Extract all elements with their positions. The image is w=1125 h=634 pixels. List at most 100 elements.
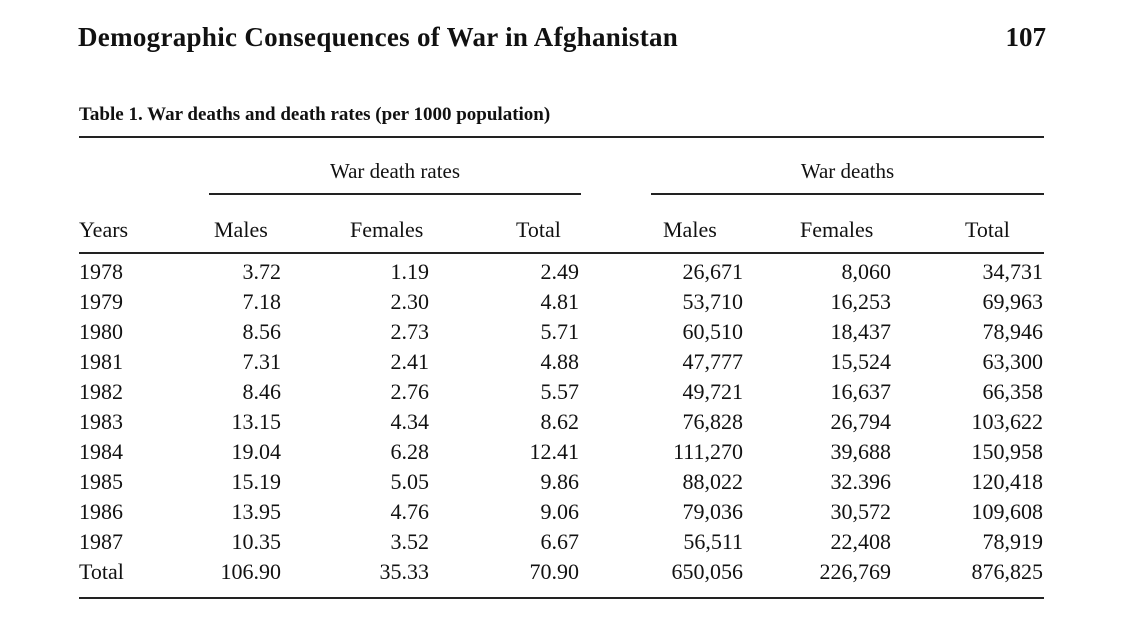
rate-total-cell: 8.62 [540, 409, 580, 434]
death-males-cell: 88,022 [682, 469, 744, 494]
year-cell: 1979 [79, 289, 123, 314]
year-cell: 1984 [79, 439, 123, 464]
table-top-rule [79, 136, 1044, 138]
rate-total-cell: 9.06 [540, 499, 580, 524]
rate-females-cell: 2.41 [390, 349, 430, 374]
rate-total-cell: 6.67 [540, 529, 580, 554]
rate-total-cell: 9.86 [540, 469, 580, 494]
death-total-cell: 34,731 [982, 259, 1044, 284]
rate-females-cell: 5.05 [390, 469, 430, 494]
page-number: 107 [1005, 22, 1047, 52]
death-males-cell: 47,777 [682, 349, 744, 374]
death-total-cell: 103,622 [971, 409, 1044, 434]
war-deaths-span-rule [651, 193, 1044, 195]
rate-total-cell: 12.41 [529, 439, 580, 464]
table-row: 1978 3.72 1.19 2.49 26,671 8,060 34,731 [0, 259, 1125, 289]
rate-total-cell: 5.57 [540, 379, 580, 404]
rate-males-cell: 3.72 [242, 259, 282, 284]
column-header-years: Years [79, 217, 129, 242]
rate-males-cell: 8.46 [242, 379, 282, 404]
table-row: 1984 19.04 6.28 12.41 111,270 39,688 150,958 [0, 439, 1125, 469]
rate-males-cell: 106.90 [220, 559, 282, 584]
death-rates-span-rule [209, 193, 581, 195]
death-females-cell: 30,572 [830, 499, 892, 524]
rate-males-cell: 13.15 [231, 409, 282, 434]
year-cell: 1981 [79, 349, 123, 374]
rate-males-cell: 19.04 [231, 439, 282, 464]
year-cell: 1982 [79, 379, 123, 404]
rate-females-cell: 3.52 [390, 529, 430, 554]
table-row: 1981 7.31 2.41 4.88 47,777 15,524 63,300 [0, 349, 1125, 379]
death-males-cell: 49,721 [682, 379, 744, 404]
column-header-rate-total: Total [516, 217, 561, 242]
column-header-death-females: Females [800, 217, 874, 242]
death-males-cell: 53,710 [682, 289, 744, 314]
death-females-cell: 39,688 [830, 439, 892, 464]
death-males-cell: 650,056 [671, 559, 744, 584]
rate-females-cell: 2.30 [390, 289, 430, 314]
rate-females-cell: 4.34 [390, 409, 430, 434]
column-header-death-males: Males [663, 217, 717, 242]
death-total-cell: 78,919 [982, 529, 1044, 554]
header-rule [79, 252, 1044, 254]
table-row: 1983 13.15 4.34 8.62 76,828 26,794 103,622 [0, 409, 1125, 439]
year-cell: 1983 [79, 409, 123, 434]
rate-males-cell: 15.19 [231, 469, 282, 494]
death-total-cell: 78,946 [982, 319, 1044, 344]
rate-males-cell: 13.95 [231, 499, 282, 524]
death-males-cell: 26,671 [682, 259, 744, 284]
death-females-cell: 22,408 [830, 529, 892, 554]
rate-total-cell: 5.71 [540, 319, 580, 344]
year-cell: 1987 [79, 529, 123, 554]
table-row: 1986 13.95 4.76 9.06 79,036 30,572 109,608 [0, 499, 1125, 529]
death-females-cell: 16,637 [830, 379, 892, 404]
table-row: Total 106.90 35.33 70.90 650,056 226,769 876,8… [0, 559, 1125, 589]
table-caption: Table 1. War deaths and death rates (per… [79, 104, 551, 125]
death-females-cell: 32.396 [830, 469, 892, 494]
death-females-cell: 16,253 [830, 289, 892, 314]
death-total-cell: 109,608 [971, 499, 1044, 524]
rate-females-cell: 2.73 [390, 319, 430, 344]
rate-females-cell: 4.76 [390, 499, 430, 524]
death-males-cell: 79,036 [682, 499, 744, 524]
table-bottom-rule [79, 597, 1044, 599]
death-males-cell: 56,511 [683, 529, 743, 554]
column-header-rate-males: Males [214, 217, 268, 242]
year-cell: 1986 [79, 499, 123, 524]
death-total-cell: 66,358 [982, 379, 1044, 404]
running-title: Demographic Consequences of War in Afgha… [78, 22, 679, 52]
table-row: 1985 15.19 5.05 9.86 88,022 32.396 120,418 [0, 469, 1125, 499]
death-total-cell: 120,418 [971, 469, 1044, 494]
rate-males-cell: 7.18 [242, 289, 282, 314]
death-males-cell: 111,270 [673, 439, 743, 464]
table-row: 1987 10.35 3.52 6.67 56,511 22,408 78,919 [0, 529, 1125, 559]
rate-females-cell: 35.33 [379, 559, 430, 584]
year-cell: 1980 [79, 319, 123, 344]
table-body: 1978 3.72 1.19 2.49 26,671 8,060 34,731 1979 7.1… [0, 259, 1125, 589]
death-total-cell: 63,300 [982, 349, 1044, 374]
rate-total-cell: 2.49 [540, 259, 580, 284]
rate-females-cell: 1.19 [390, 259, 430, 284]
rate-total-cell: 70.90 [529, 559, 580, 584]
death-total-cell: 150,958 [971, 439, 1044, 464]
death-females-cell: 8,060 [841, 259, 892, 284]
group-header-death-rates: War death rates [329, 159, 461, 183]
death-males-cell: 76,828 [682, 409, 744, 434]
death-males-cell: 60,510 [682, 319, 744, 344]
year-cell: Total [79, 559, 124, 584]
rate-males-cell: 8.56 [242, 319, 282, 344]
death-total-cell: 69,963 [982, 289, 1044, 314]
death-females-cell: 226,769 [819, 559, 892, 584]
rate-total-cell: 4.81 [540, 289, 580, 314]
group-header-war-deaths: War deaths [800, 159, 895, 183]
column-header-rate-females: Females [350, 217, 424, 242]
year-cell: 1985 [79, 469, 123, 494]
column-header-death-total: Total [965, 217, 1010, 242]
death-females-cell: 26,794 [830, 409, 892, 434]
death-total-cell: 876,825 [971, 559, 1044, 584]
rate-total-cell: 4.88 [540, 349, 580, 374]
year-cell: 1978 [79, 259, 123, 284]
running-head: Demographic Consequences of War in Afgha… [78, 22, 1046, 62]
rate-females-cell: 2.76 [390, 379, 430, 404]
death-females-cell: 15,524 [830, 349, 892, 374]
